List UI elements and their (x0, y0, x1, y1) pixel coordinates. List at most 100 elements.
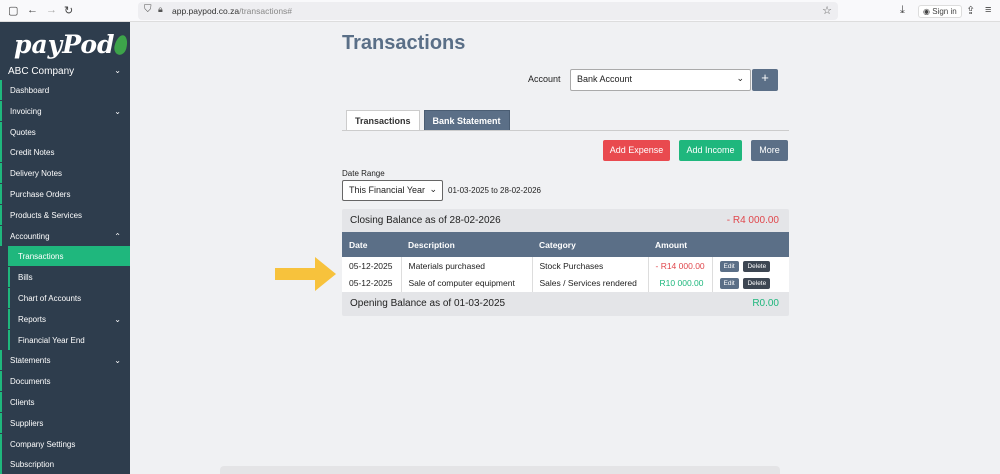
shield-icon: ⛉ (144, 4, 152, 15)
download-icon[interactable]: ⤓ (900, 4, 905, 16)
sidebar-item-transactions[interactable]: Transactions (8, 246, 130, 267)
table-row: 05-12-2025 Materials purchased Stock Purch… (342, 257, 789, 275)
sidebar-item-purchase-orders[interactable]: Purchase Orders (0, 184, 130, 204)
tab-divider (342, 130, 789, 131)
edit-button[interactable]: Edit (719, 260, 739, 272)
cell-date: 05-12-2025 (342, 274, 402, 292)
lock-icon: 🔒︎ (158, 4, 163, 14)
reload-icon[interactable]: ↻ (64, 5, 74, 17)
url-domain: app.paypod.co.za (172, 6, 240, 16)
page-title: Transactions (342, 32, 466, 54)
company-selector[interactable]: ABC Company ⌄ (8, 66, 130, 77)
sidebar-item-label: Clients (10, 398, 35, 407)
tab-icon[interactable]: ▢ (8, 5, 19, 17)
cell-category: Sales / Services rendered (532, 274, 649, 292)
date-range-select[interactable]: This Financial Year ⌄ (342, 180, 443, 201)
sidebar-item-invoicing[interactable]: Invoicing ⌄ (0, 100, 130, 121)
delete-button[interactable]: Delete (743, 278, 771, 290)
sign-in-button[interactable]: ◉ Sign in (918, 5, 962, 18)
col-description: Description (401, 232, 532, 257)
col-date: Date (342, 232, 401, 257)
extensions-icon[interactable]: ⇪ (966, 5, 976, 17)
sidebar-item-accounting[interactable]: Accounting ⌃ (0, 225, 130, 246)
sidebar-item-label: Financial Year End (18, 335, 85, 345)
tab-bar: Transactions Bank Statement (346, 110, 510, 131)
sidebar-item-suppliers[interactable]: Suppliers (0, 412, 130, 433)
opening-balance-value: R0.00 (752, 298, 779, 309)
opening-balance-label: Opening Balance as of 01-03-2025 (350, 298, 506, 309)
sidebar-item-label: Company Settings (10, 439, 76, 449)
sidebar-item-company-settings[interactable]: Company Settings (0, 433, 130, 454)
chevron-down-icon: ⌄ (114, 356, 121, 366)
sidebar-item-products-services[interactable]: Products & Services (0, 204, 130, 225)
add-income-button[interactable]: Add Income (679, 140, 742, 161)
account-select[interactable]: Bank Account ⌄ (570, 69, 751, 91)
logo-text: payPod (14, 30, 115, 59)
date-range-value: This Financial Year (349, 185, 426, 195)
transactions-table: Date Description Category Amount 05-12-2… (342, 232, 789, 292)
col-actions (712, 232, 789, 257)
account-icon: ◉ (923, 7, 930, 16)
sidebar-item-label: Accounting (10, 231, 50, 241)
menu-icon[interactable]: ≡ (985, 4, 992, 16)
company-name: ABC Company (8, 66, 75, 77)
tab-bank-statement[interactable]: Bank Statement (423, 110, 510, 131)
sidebar-item-delivery-notes[interactable]: Delivery Notes (0, 163, 130, 184)
closing-balance-value: - R4 000.00 (726, 215, 779, 226)
sidebar-item-label: Subscription (10, 460, 55, 470)
tab-transactions[interactable]: Transactions (346, 110, 420, 131)
chevron-down-icon: ⌄ (114, 66, 121, 75)
sidebar-item-label: Documents (10, 377, 51, 387)
star-icon[interactable]: ☆ (822, 5, 832, 17)
sidebar-item-label: Chart of Accounts (18, 294, 82, 303)
sidebar: payPod ABC Company ⌄ Dashboard Invoicing ⌄ Q… (0, 22, 130, 474)
address-bar[interactable]: ⛉ 🔒︎ app.paypod.co.za/transactions# ☆ (138, 2, 838, 20)
chevron-down-icon: ⌄ (114, 106, 121, 116)
cell-amount: R10 000.00 (648, 274, 713, 292)
url-path: /transactions# (239, 6, 293, 16)
delete-button[interactable]: Delete (743, 260, 771, 272)
sidebar-item-label: Purchase Orders (10, 190, 71, 199)
edit-button[interactable]: Edit (719, 278, 739, 290)
sidebar-item-chart-of-accounts[interactable]: Chart of Accounts (8, 288, 130, 308)
sidebar-item-label: Bills (18, 273, 33, 283)
chevron-down-icon: ⌄ (114, 314, 121, 324)
cell-description: Materials purchased (401, 257, 533, 275)
sidebar-item-label: Credit Notes (10, 148, 55, 158)
sidebar-item-label: Transactions (18, 252, 64, 262)
sidebar-item-label: Statements (10, 356, 51, 366)
cell-actions: Edit Delete (712, 274, 789, 292)
sidebar-item-label: Suppliers (10, 418, 44, 428)
sidebar-item-statements[interactable]: Statements ⌄ (0, 350, 130, 371)
cell-date: 05-12-2025 (342, 257, 402, 275)
cell-actions: Edit Delete (712, 257, 789, 275)
transactions-panel: Closing Balance as of 28-02-2026 - R4 00… (342, 209, 789, 316)
bottom-shadow (220, 466, 780, 474)
more-button[interactable]: More (751, 140, 788, 161)
add-expense-button[interactable]: Add Expense (603, 140, 670, 161)
sidebar-item-documents[interactable]: Documents (0, 371, 130, 392)
sign-in-label: Sign in (932, 7, 957, 16)
sidebar-item-clients[interactable]: Clients (0, 392, 130, 412)
sidebar-item-bills[interactable]: Bills (8, 267, 130, 288)
col-category: Category (532, 232, 648, 257)
chevron-down-icon: ⌄ (429, 184, 437, 195)
sidebar-item-subscription[interactable]: Subscription (0, 454, 130, 474)
chevron-down-icon: ⌄ (736, 73, 744, 83)
sidebar-item-quotes[interactable]: Quotes (0, 121, 130, 142)
table-row: 05-12-2025 Sale of computer equipment Sale… (342, 274, 789, 292)
date-range-label: Date Range (342, 169, 385, 178)
forward-icon[interactable]: → (46, 4, 57, 16)
cell-category: Stock Purchases (532, 257, 649, 275)
paypod-logo: payPod (14, 30, 129, 59)
sidebar-item-label: Delivery Notes (10, 169, 63, 179)
sidebar-item-credit-notes[interactable]: Credit Notes (0, 142, 130, 163)
browser-toolbar: ▢ ← → ↻ ⛉ 🔒︎ app.paypod.co.za/transactio… (0, 0, 1000, 22)
closing-balance-label: Closing Balance as of 28-02-2026 (350, 215, 501, 226)
sidebar-item-financial-year-end[interactable]: Financial Year End (8, 329, 130, 350)
back-icon[interactable]: ← (27, 4, 38, 16)
chevron-up-icon: ⌃ (114, 231, 121, 241)
add-account-button[interactable]: + (752, 69, 778, 91)
sidebar-item-dashboard[interactable]: Dashboard (0, 80, 130, 100)
sidebar-item-reports[interactable]: Reports ⌄ (8, 308, 130, 329)
